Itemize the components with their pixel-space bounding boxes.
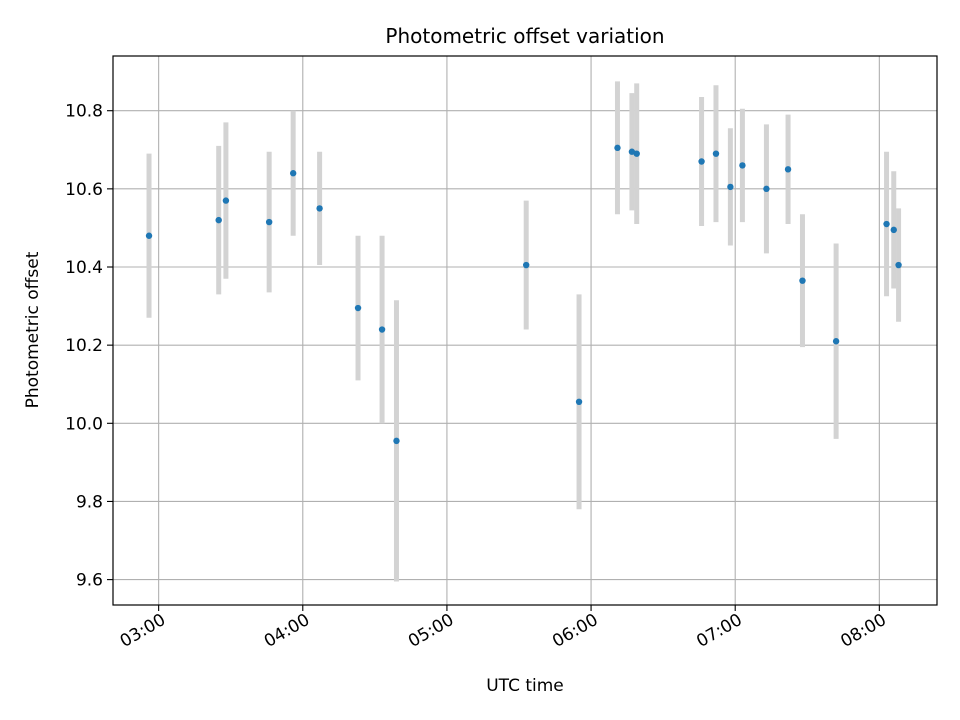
x-tick-label: 07:00 — [693, 610, 745, 652]
data-point — [832, 338, 840, 345]
y-tick-label: 9.8 — [76, 492, 103, 512]
y-tick-label: 10.8 — [65, 102, 103, 122]
y-axis-label: Photometric offset — [23, 251, 43, 408]
y-tick-label: 10.4 — [65, 258, 103, 278]
y-tick-label: 10.2 — [65, 336, 103, 356]
grid — [113, 56, 937, 605]
data-point — [614, 144, 621, 152]
chart-title: Photometric offset variation — [385, 24, 664, 48]
data-point — [354, 304, 362, 312]
data-point — [316, 205, 323, 212]
x-tick-label: 05:00 — [405, 610, 457, 652]
data-point — [378, 326, 386, 333]
y-axis-ticks: 9.6 9.8 10.0 10.2 10.4 10.6 10.8 — [65, 102, 113, 591]
y-tick-label: 10.0 — [65, 414, 103, 434]
data-point — [633, 150, 640, 157]
data-point — [712, 150, 720, 157]
data-point — [698, 158, 705, 165]
data-point — [289, 170, 297, 177]
data-point — [222, 197, 230, 204]
data-point — [895, 261, 902, 269]
x-tick-label: 08:00 — [837, 610, 889, 652]
plot-area-frame — [112, 55, 938, 606]
x-axis-ticks: 03:00 04:00 05:00 06:00 07:00 08:00 — [117, 605, 890, 652]
x-tick-label: 03:00 — [117, 610, 169, 652]
data-point — [727, 183, 734, 191]
x-tick-label: 04:00 — [261, 610, 313, 652]
y-tick-label: 10.6 — [65, 180, 103, 200]
data-points — [145, 144, 902, 445]
data-point — [739, 162, 746, 169]
data-point — [523, 261, 530, 269]
data-point — [215, 216, 222, 224]
data-point — [145, 232, 153, 239]
data-point — [890, 226, 897, 234]
data-point — [784, 166, 792, 173]
data-point — [799, 277, 806, 284]
data-point — [883, 220, 890, 228]
data-point — [393, 437, 400, 445]
x-axis-label: UTC time — [486, 676, 564, 696]
x-tick-label: 06:00 — [549, 610, 601, 652]
error-bars — [146, 81, 902, 582]
data-point — [265, 218, 273, 226]
data-point — [763, 185, 770, 193]
data-point — [575, 398, 583, 406]
data-point — [628, 148, 636, 155]
y-tick-label: 9.6 — [76, 571, 103, 591]
